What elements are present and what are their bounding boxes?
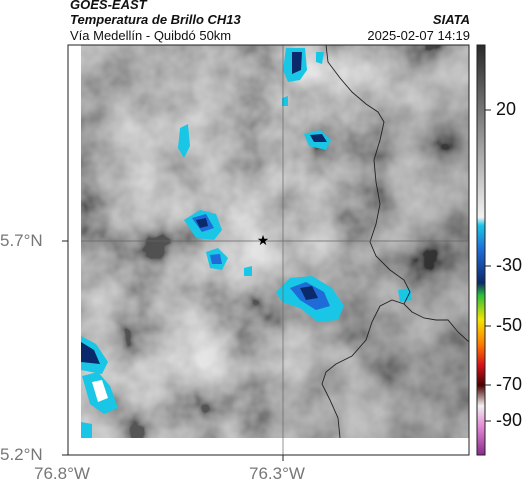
satellite-title: GOES-EAST	[70, 0, 147, 12]
colorbar	[476, 44, 491, 456]
colorbar-tick-20: 20	[496, 99, 517, 119]
lat-tick-5-2: 5.2°N	[0, 445, 43, 464]
country-border	[321, 45, 411, 438]
colorbar-tick-neg30: -30	[496, 255, 523, 275]
lon-tick-76-8: 76.8°W	[34, 464, 90, 483]
cold-cloud-tops	[81, 48, 412, 438]
datetime-label: 2025-02-07 14:19	[367, 28, 470, 43]
colorbar-tick-neg50: -50	[496, 315, 523, 335]
region-subtitle: Vía Medellín - Quibdó 50km	[70, 28, 232, 43]
colorbar-tick-neg90: -90	[496, 410, 523, 430]
product-title: Temperatura de Brillo CH13	[70, 12, 241, 27]
colorbar-tick-neg70: -70	[496, 374, 523, 394]
org-label: SIATA	[432, 12, 470, 27]
lon-tick-76-3: 76.3°W	[249, 464, 305, 483]
lat-tick-5-7: 5.7°N	[0, 231, 43, 250]
star-marker: ★	[257, 232, 270, 248]
